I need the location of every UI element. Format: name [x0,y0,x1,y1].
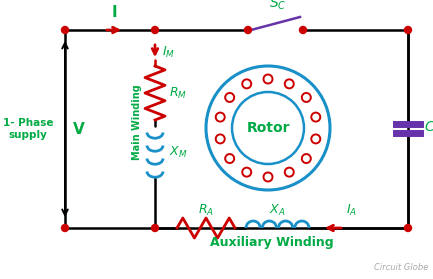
Text: Rotor: Rotor [246,121,290,135]
Circle shape [61,225,68,232]
Text: Auxiliary Winding: Auxiliary Winding [210,236,333,249]
Text: $R_M$: $R_M$ [169,85,187,100]
Text: $I_M$: $I_M$ [162,44,175,59]
Text: $I_A$: $I_A$ [346,203,358,218]
Text: V: V [73,121,85,136]
Text: $X_M$: $X_M$ [169,145,187,160]
Text: Circuit Globe: Circuit Globe [374,263,428,272]
Text: $X_A$: $X_A$ [269,203,286,218]
Text: $C_S$: $C_S$ [424,120,433,136]
Text: Main Winding: Main Winding [132,84,142,160]
Circle shape [152,225,158,232]
Circle shape [245,27,252,33]
Text: $S_C$: $S_C$ [269,0,286,12]
Text: $R_A$: $R_A$ [198,203,214,218]
Circle shape [404,225,411,232]
Circle shape [152,27,158,33]
Circle shape [404,27,411,33]
Circle shape [61,27,68,33]
Text: 1- Phase
supply: 1- Phase supply [3,118,53,140]
Text: I: I [111,5,117,20]
Circle shape [300,27,307,33]
